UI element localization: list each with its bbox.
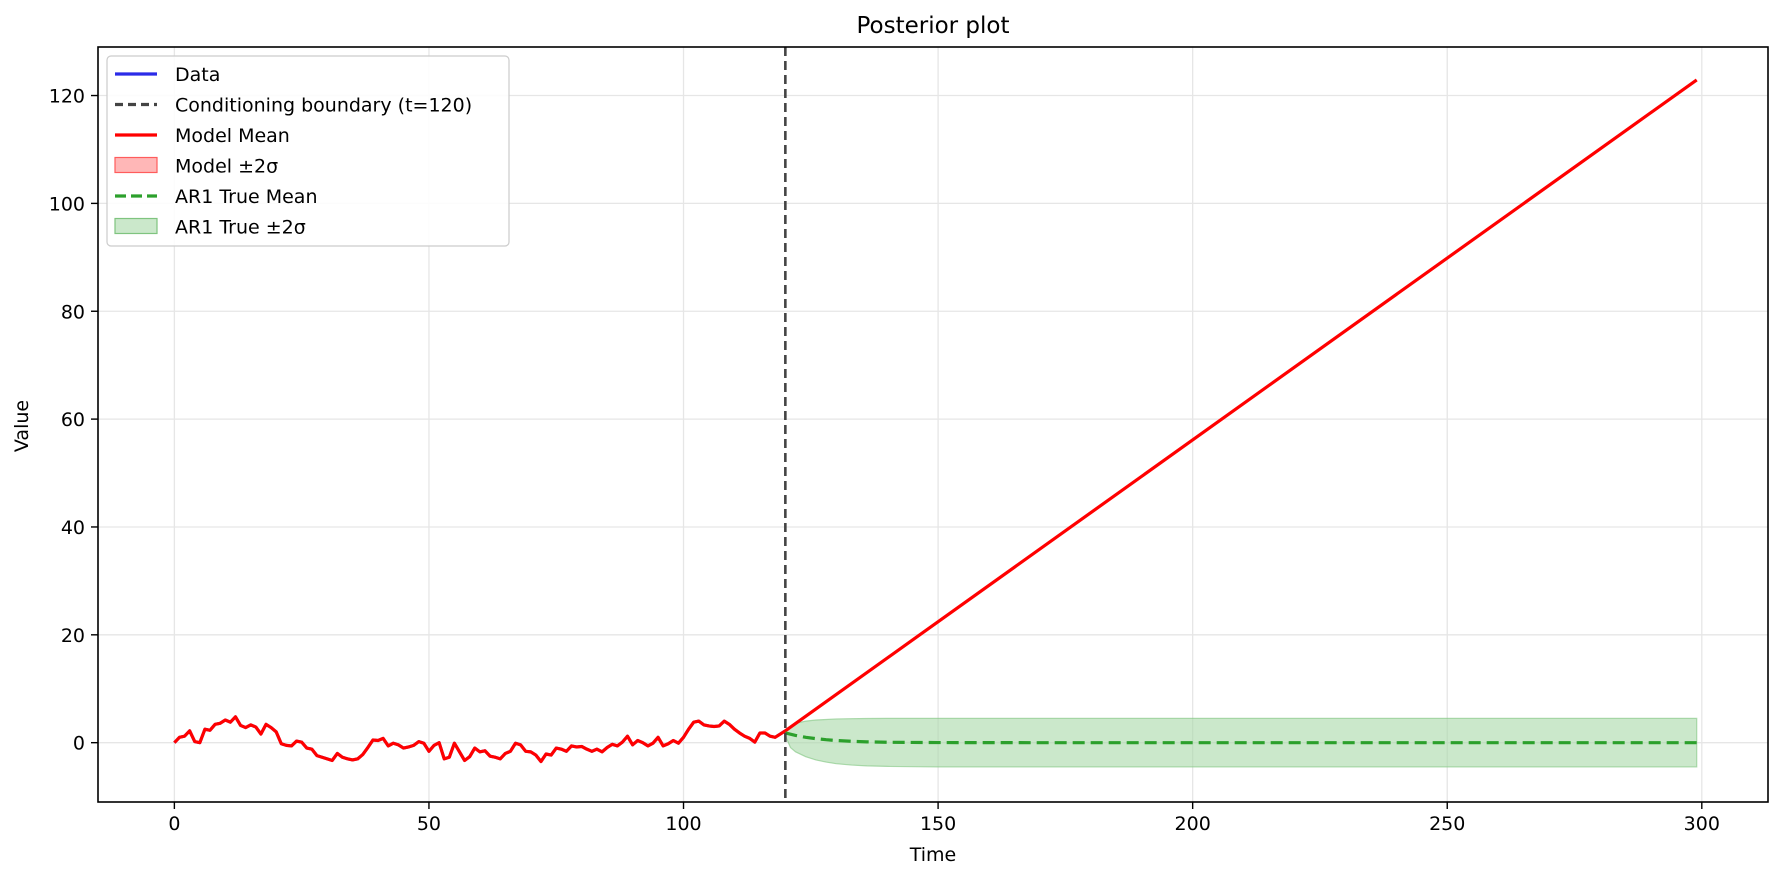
y-axis-title: Value [11,400,33,452]
y-tick-label: 120 [49,86,85,108]
series-model-mean-line [173,78,1698,764]
y-tick-label: 40 [61,517,85,539]
legend-item: AR1 True Mean [115,186,318,208]
legend-label: Conditioning boundary (t=120) [175,95,472,117]
legend-box [106,55,510,247]
chart-title: Posterior plot [856,13,1009,39]
legend: Data Conditioning boundary (t=120) Model M… [106,55,510,247]
legend-item: Data [115,64,220,86]
legend-item: Model ±2σ [114,156,278,178]
legend-swatch [114,156,158,174]
x-tick-label: 100 [665,813,701,835]
x-tick-label: 300 [1684,813,1720,835]
y-tick-label: 0 [73,733,85,755]
legend-label: AR1 True Mean [175,186,318,208]
x-axis-title: Time [909,844,957,866]
legend-swatch [114,217,158,235]
legend-label: Model ±2σ [175,156,278,178]
x-tick-label: 50 [417,813,441,835]
y-tick-label: 80 [61,301,85,323]
series-group [173,78,1698,768]
legend-item: AR1 True ±2σ [114,217,306,239]
plot-area: 0 50 100 150 200 250 300 0 20 40 60 80 100 120 [49,46,1769,835]
plot-frame [97,46,1769,803]
legend-label: AR1 True ±2σ [175,217,306,239]
x-tick-label: 250 [1429,813,1465,835]
legend-item: Model Mean [115,125,290,147]
series-ar1-mean-line [784,731,1697,745]
legend-label: Model Mean [175,125,290,147]
y-tick-label: 20 [61,625,85,647]
x-tick-label: 0 [168,813,180,835]
x-tick-label: 150 [920,813,956,835]
legend-item: Conditioning boundary (t=120) [115,95,472,117]
y-tick-label: 60 [61,409,85,431]
legend-label: Data [175,64,220,86]
y-tick-label: 100 [49,193,85,215]
x-tick-label: 200 [1175,813,1211,835]
